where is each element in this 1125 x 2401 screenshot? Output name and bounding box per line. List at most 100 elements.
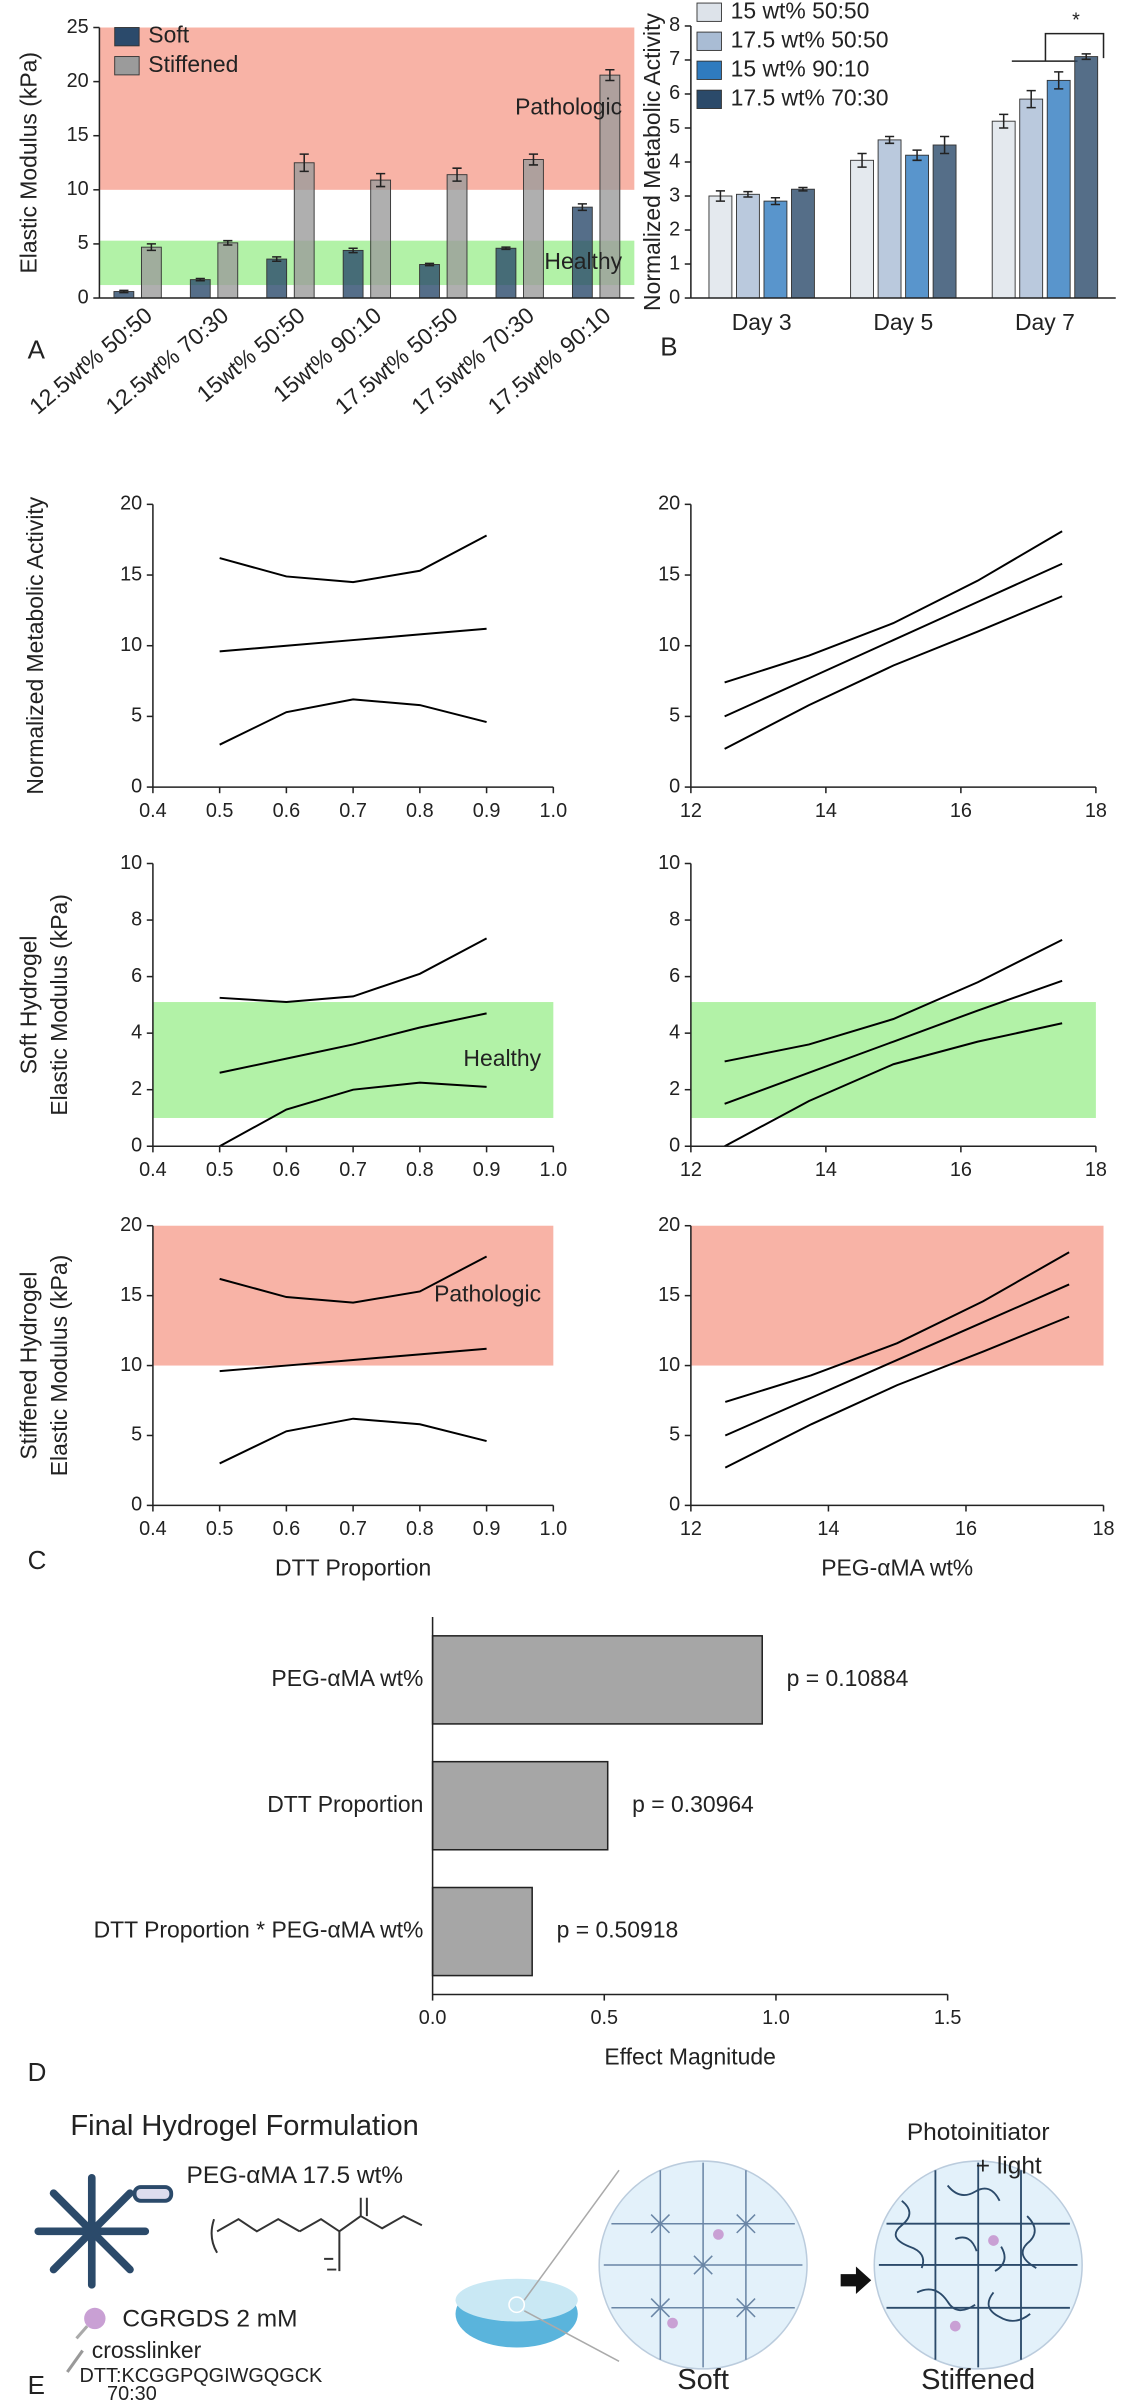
error-bar <box>715 190 726 202</box>
zoom-origin <box>508 2296 526 2314</box>
peptide-dot <box>713 2229 724 2240</box>
x-tick-label: 14 <box>817 1518 839 1540</box>
significance-bracket <box>1011 32 1105 62</box>
fit-line <box>724 938 1063 1063</box>
molecule <box>210 2197 423 2272</box>
y-tick-label: 0 <box>669 1134 680 1156</box>
x-tick-label: 18 <box>1092 1518 1114 1540</box>
x-tick-label: 0.7 <box>339 1518 367 1540</box>
bar <box>523 159 544 299</box>
fit-line <box>724 1315 1070 1469</box>
bar <box>370 179 392 299</box>
y-tick-label: 5 <box>78 232 89 254</box>
bar <box>932 144 957 299</box>
bar <box>708 195 733 299</box>
x-tick-label: 0.9 <box>473 800 501 822</box>
error-bar <box>912 149 922 162</box>
y-tick-label: 10 <box>67 178 89 200</box>
y-tick-label: 4 <box>669 150 680 172</box>
bar <box>495 247 517 299</box>
x-axis-label: PEG-αMA wt% <box>821 1555 973 1581</box>
category-label: DTT Proportion * PEG-αMA wt% <box>94 1917 424 1943</box>
error-bar <box>605 68 615 82</box>
panel-label: E <box>28 2370 45 2400</box>
error-bar <box>798 186 808 192</box>
y-tick-label: 15 <box>120 563 142 585</box>
panel-label: A <box>28 334 46 364</box>
bar <box>991 120 1016 299</box>
y-tick-label: 8 <box>669 14 680 36</box>
x-tick-label: 0.8 <box>406 1159 434 1181</box>
y-tick-label: 2 <box>131 1078 142 1100</box>
bar <box>1046 79 1071 299</box>
error-bar <box>299 153 309 173</box>
x-tick-label: 12 <box>680 1518 702 1540</box>
bar <box>293 162 315 299</box>
y-tick-label: 20 <box>120 493 142 515</box>
y-tick-label: 2 <box>669 218 680 240</box>
bar <box>736 193 760 299</box>
x-tick-label: 16 <box>955 1518 977 1540</box>
error-bar <box>884 135 895 145</box>
x-axis-label: Effect Magnitude <box>604 2044 775 2070</box>
diagram-title: Final Hydrogel Formulation <box>70 2110 418 2142</box>
bar <box>189 279 211 299</box>
legend-label: 17.5 wt% 70:30 <box>731 84 889 110</box>
y-tick-label: 0 <box>131 1134 142 1156</box>
fit-line <box>219 534 488 584</box>
crosslinker-icon <box>66 2349 84 2373</box>
error-bar <box>195 277 205 282</box>
star-polymer <box>34 2174 150 2289</box>
fit-line <box>219 1255 488 1304</box>
bar <box>905 154 929 299</box>
x-tick-label: 14 <box>815 1159 837 1181</box>
error-bar <box>501 246 511 251</box>
band-label: Pathologic <box>515 94 622 120</box>
bar <box>877 139 902 299</box>
band <box>99 240 635 286</box>
y-tick-label: 6 <box>669 82 680 104</box>
y-tick-label: 5 <box>669 116 680 138</box>
y-axis-label: Stiffened Hydrogel <box>16 1272 42 1460</box>
x-tick-label: 0.8 <box>406 800 434 822</box>
fit-line <box>724 1022 1063 1148</box>
band <box>152 1225 554 1366</box>
error-bar <box>272 256 282 262</box>
x-tick-label: 1.0 <box>762 2007 790 2029</box>
state-label: Soft <box>677 2364 729 2396</box>
error-bar <box>223 239 233 246</box>
error-bar <box>376 172 386 188</box>
fit-line <box>219 1417 487 1465</box>
legend-swatch <box>696 60 722 80</box>
significance-label: * <box>1072 10 1080 32</box>
x-tick-label: 0.4 <box>139 800 167 822</box>
bar <box>217 242 239 299</box>
end-group <box>132 2185 174 2203</box>
error-bar <box>424 262 435 267</box>
error-bar <box>452 167 462 182</box>
peptide-label: CGRGDS 2 mM <box>122 2305 297 2332</box>
fit-line <box>724 1251 1070 1403</box>
y-tick-label: 6 <box>669 965 680 987</box>
bar <box>850 159 874 299</box>
bar <box>1074 56 1099 299</box>
y-axis-label: Elastic Modulus (kPa) <box>46 1255 72 1477</box>
y-tick-label: 20 <box>658 1214 680 1236</box>
y-tick-label: 10 <box>120 1354 142 1376</box>
x-tick-label: 0.7 <box>339 1159 367 1181</box>
y-axis-label: Elastic Modulus (kPa) <box>16 52 42 274</box>
y-tick-label: 0 <box>78 286 89 308</box>
fit-line <box>219 1012 487 1074</box>
x-tick-label: 0.6 <box>273 800 301 822</box>
x-tick-label: 0.5 <box>206 1159 234 1181</box>
error-bar <box>1026 89 1036 109</box>
y-tick-label: 0 <box>131 775 142 797</box>
bar <box>342 249 364 299</box>
peptide-tail <box>75 2325 89 2340</box>
x-tick-label: 0.5 <box>590 2007 618 2029</box>
x-tick-label: 14 <box>815 800 837 822</box>
bar <box>431 1635 763 1725</box>
fit-line <box>219 937 488 1004</box>
category-label: DTT Proportion <box>267 1791 423 1817</box>
